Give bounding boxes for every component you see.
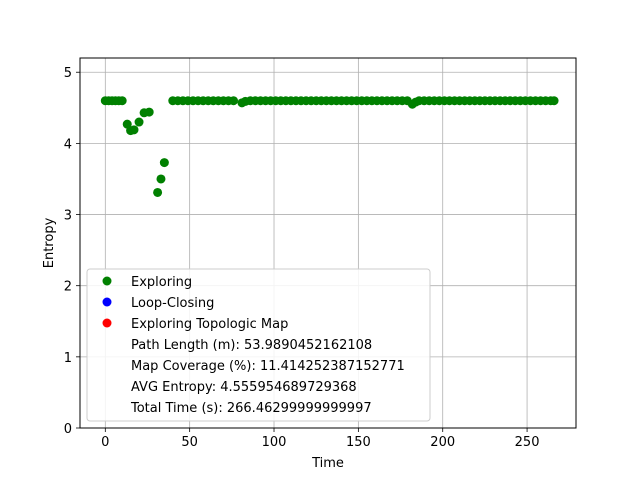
legend-total-time: Total Time (s): 266.46299999999997 — [130, 401, 372, 416]
data-point — [153, 187, 163, 197]
legend-marker-exploring — [102, 276, 112, 286]
y-tick-label: 3 — [64, 209, 72, 224]
legend-marker-loop-closing — [102, 297, 112, 307]
x-tick-label: 200 — [430, 435, 455, 450]
legend-marker-topologic-map — [102, 318, 112, 328]
data-point — [549, 96, 559, 106]
y-tick-label: 2 — [64, 280, 72, 295]
x-tick-label: 0 — [101, 435, 109, 450]
data-point — [134, 117, 144, 127]
x-tick-label: 100 — [262, 435, 287, 450]
x-axis-label: Time — [311, 456, 344, 471]
x-axis-ticks: 0 50 100 150 200 250 — [101, 428, 539, 450]
y-axis-label: Entropy — [42, 217, 57, 268]
legend-label-exploring: Exploring — [131, 275, 192, 290]
x-tick-label: 50 — [181, 435, 198, 450]
x-tick-label: 250 — [515, 435, 540, 450]
legend-label-topologic-map: Exploring Topologic Map — [131, 317, 288, 332]
data-point — [144, 107, 154, 117]
y-tick-label: 1 — [64, 351, 72, 366]
y-tick-label: 5 — [64, 66, 72, 81]
y-axis-ticks: 0 1 2 3 4 5 — [64, 66, 80, 437]
data-points — [100, 96, 559, 197]
legend-label-loop-closing: Loop-Closing — [131, 296, 214, 311]
legend-avg-entropy: AVG Entropy: 4.555954689729368 — [131, 380, 357, 395]
legend-box — [86, 268, 431, 422]
y-tick-label: 4 — [64, 137, 72, 152]
data-point — [156, 174, 166, 184]
data-point — [229, 96, 239, 106]
legend: Exploring Loop-Closing Exploring Topolog… — [86, 268, 431, 422]
data-point — [159, 158, 169, 168]
y-tick-label: 0 — [64, 422, 72, 437]
legend-path-length: Path Length (m): 53.9890452162108 — [131, 338, 372, 353]
legend-map-coverage: Map Coverage (%): 11.414252387152771 — [131, 359, 405, 374]
data-point — [129, 125, 139, 135]
data-point — [117, 96, 127, 106]
x-tick-label: 150 — [346, 435, 371, 450]
plot-frame — [79, 57, 577, 429]
